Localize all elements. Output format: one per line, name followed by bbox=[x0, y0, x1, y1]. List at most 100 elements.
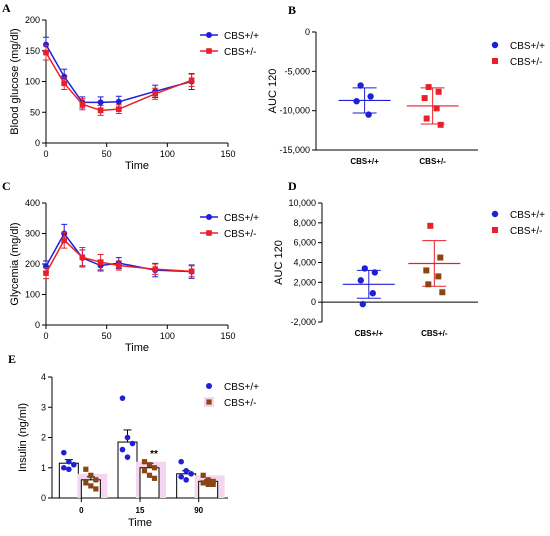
legend-label-1: CBS+/- bbox=[510, 57, 543, 68]
data-point bbox=[119, 446, 126, 453]
data-point bbox=[357, 82, 364, 89]
data-point bbox=[210, 481, 216, 487]
axis-y-tick-label: 2,000 bbox=[293, 277, 316, 287]
category-label: 0 bbox=[79, 506, 84, 515]
data-point bbox=[188, 268, 195, 275]
series-line-0 bbox=[45, 44, 192, 104]
data-point bbox=[43, 41, 49, 48]
legend-marker bbox=[492, 227, 498, 233]
data-point bbox=[93, 486, 99, 492]
data-point bbox=[353, 98, 360, 105]
data-point bbox=[369, 290, 376, 297]
panel-letter-B: B bbox=[288, 3, 296, 17]
panel-letter-A: A bbox=[2, 1, 11, 15]
legend-label-1: CBS+/- bbox=[224, 47, 257, 58]
axis-y-tick-label: 0 bbox=[35, 138, 40, 148]
axis-y-tick-label: 1 bbox=[41, 463, 46, 473]
legend-marker bbox=[491, 210, 499, 218]
data-point bbox=[151, 465, 158, 471]
data-point bbox=[188, 471, 194, 477]
panel-letter-D: D bbox=[288, 179, 297, 193]
x-axis-label: Time bbox=[125, 342, 149, 354]
y-axis-label: Blood glucose (mg/dl) bbox=[9, 28, 21, 134]
category-label: CBS+/- bbox=[421, 329, 448, 338]
data-point bbox=[119, 395, 126, 401]
legend-marker bbox=[492, 58, 498, 64]
axis-y-tick-label: 8,000 bbox=[293, 218, 316, 228]
axis-y-tick-label: 200 bbox=[25, 15, 40, 25]
data-point bbox=[152, 91, 158, 97]
data-point bbox=[146, 462, 153, 468]
legend-label-0: CBS+/+ bbox=[224, 31, 259, 42]
axis-y-tick-label: 0 bbox=[311, 297, 316, 307]
panel-C: C 0 100 200 300 400 0 50 100 150 Time Glycemia (mg/… bbox=[2, 179, 259, 354]
data-point bbox=[200, 480, 206, 486]
legend-marker bbox=[206, 48, 212, 54]
data-point bbox=[88, 483, 94, 489]
data-point bbox=[43, 49, 49, 56]
data-point bbox=[421, 95, 428, 102]
x-tick-label: 100 bbox=[160, 331, 175, 341]
data-point bbox=[359, 300, 366, 308]
panel-E: E 0 1 2 3 4 0 15 ** 90 Time Insulin (ng/ml) CBS+/+ CB… bbox=[8, 352, 259, 529]
data-point bbox=[88, 472, 94, 478]
data-point bbox=[97, 99, 104, 106]
data-point bbox=[423, 115, 430, 122]
axis-y-tick-label: 3 bbox=[41, 402, 46, 412]
data-point bbox=[205, 477, 211, 483]
axis-y-tick-label: 50 bbox=[30, 107, 40, 117]
y-axis-label: AUC 120 bbox=[273, 240, 285, 285]
axis-y-tick-label: 6,000 bbox=[293, 238, 316, 248]
data-point bbox=[61, 449, 67, 456]
category-label: CBS+/- bbox=[419, 157, 446, 166]
data-point bbox=[205, 481, 211, 487]
axis-y-tick-label: 4 bbox=[41, 372, 46, 382]
data-point bbox=[433, 105, 440, 112]
axis-y-tick-label: -15,000 bbox=[279, 145, 310, 155]
legend-marker bbox=[206, 383, 212, 389]
panel-D: D 10,000 8,000 6,000 4,000 2,000 0 -2,000 CBS+/+… bbox=[273, 179, 545, 338]
x-tick-label: 50 bbox=[102, 149, 112, 159]
panel-B: B0 -5,000 -10,000 -15,000 CBS+/+ CBS+/- AUC 12… bbox=[267, 3, 545, 166]
data-point bbox=[116, 262, 122, 269]
axis-y-tick-label: 150 bbox=[25, 46, 40, 56]
axis-y-tick-label: 0 bbox=[35, 320, 40, 330]
data-point bbox=[124, 434, 131, 441]
x-tick-label: 150 bbox=[220, 331, 235, 341]
data-point bbox=[61, 464, 67, 471]
data-point bbox=[151, 475, 158, 481]
legend-label-0: CBS+/+ bbox=[224, 382, 259, 393]
data-point bbox=[66, 458, 72, 465]
axis-y-tick-label: 100 bbox=[25, 290, 40, 300]
axis-y-tick-label: -5,000 bbox=[284, 66, 310, 76]
data-point bbox=[93, 477, 99, 483]
data-point bbox=[435, 273, 442, 280]
x-tick-label: 0 bbox=[43, 149, 48, 159]
legend-marker bbox=[206, 32, 212, 38]
category-label: 15 bbox=[136, 506, 145, 515]
category-label: CBS+/+ bbox=[355, 329, 384, 338]
data-point bbox=[83, 466, 89, 472]
data-point bbox=[437, 254, 444, 261]
axis-y-tick-label: -2,000 bbox=[290, 317, 316, 327]
axis-y-tick-label: 100 bbox=[25, 77, 40, 87]
x-tick-label: 0 bbox=[43, 331, 48, 341]
data-point bbox=[79, 254, 86, 261]
axis-y-tick-label: 0 bbox=[41, 493, 46, 503]
data-point bbox=[97, 259, 104, 265]
data-point bbox=[141, 468, 148, 474]
axis-y-tick-label: 200 bbox=[25, 259, 40, 269]
data-point bbox=[146, 472, 153, 478]
y-axis-label: Glycemia (mg/dl) bbox=[9, 222, 21, 305]
data-point bbox=[183, 477, 189, 483]
data-point bbox=[129, 440, 136, 447]
legend-marker bbox=[206, 230, 212, 236]
data-point bbox=[423, 267, 430, 274]
data-point bbox=[71, 461, 77, 468]
data-point bbox=[66, 466, 72, 473]
y-axis-label: Insulin (ng/ml) bbox=[17, 403, 29, 472]
data-point bbox=[124, 454, 131, 460]
data-point bbox=[188, 77, 195, 84]
category-label: CBS+/+ bbox=[350, 157, 379, 166]
